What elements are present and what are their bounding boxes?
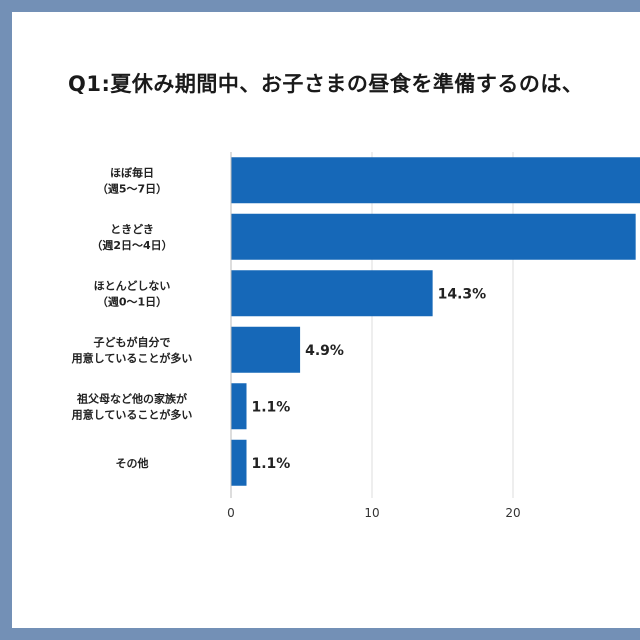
category-label: （週5～7日） [97,181,167,195]
category-label: ときどき [110,223,154,236]
category-label: ほぼ毎日 [110,165,154,179]
bar-4 [231,383,247,430]
chart-title: Q1:夏休み期間中、お子さまの昼食を準備するのは、 [68,72,584,96]
category-label: 祖父母など他の家族が [76,391,187,405]
category-label: 用意していることが多い [72,351,193,365]
bar-5 [231,439,247,486]
value-label: 1.1% [252,456,291,472]
value-label: 1.1% [252,399,291,415]
category-label: 用意していることが多い [72,407,193,421]
x-tick-label: 10 [364,506,379,520]
bar-0 [231,157,640,204]
bar-1 [231,213,636,260]
value-label: 14.3% [438,286,487,302]
category-label: （週2日～4日） [91,238,172,252]
category-label: その他 [116,456,149,470]
value-label: 4.9% [305,343,344,359]
bar-chart: 0 10 20 ほぼ毎日 （週5～7日） ときどき （週2日～4日） ほとんどしない （週0～1… [72,152,640,520]
category-label: ほとんどしない [94,279,171,292]
category-label: 子どもが自分で [94,335,171,349]
bar-3 [231,326,301,373]
x-tick-label: 0 [227,506,235,520]
chart-card: Q1:夏休み期間中、お子さまの昼食を準備するのは、 0 10 20 ほぼ毎日 （週5～7… [12,12,640,628]
bar-2 [231,270,433,317]
category-label: （週0～1日） [97,294,167,308]
x-tick-label: 20 [505,506,520,520]
